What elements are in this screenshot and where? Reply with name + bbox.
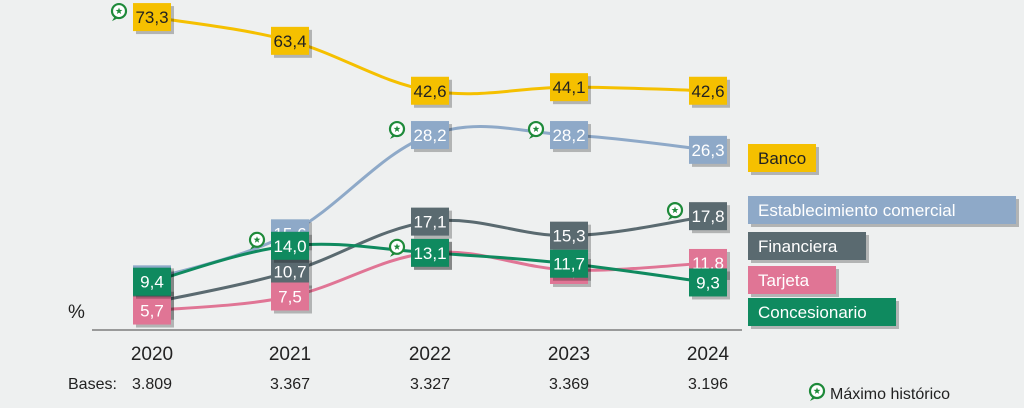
svg-text:11,7: 11,7 xyxy=(553,255,585,274)
max-historic-icon xyxy=(388,238,406,257)
max-historic-icon xyxy=(110,2,128,22)
svg-text:28,2: 28,2 xyxy=(552,126,585,145)
base-value: 3.327 xyxy=(410,376,450,393)
max-historic-icon xyxy=(248,231,266,250)
point-label-establecimiento-comercial-2022: 28,2 xyxy=(388,120,452,153)
point-label-concesionario-2023: 11,7 xyxy=(550,249,591,281)
svg-text:17,8: 17,8 xyxy=(691,207,724,226)
svg-text:Financiera: Financiera xyxy=(758,237,838,256)
x-tick-2023: 2023 xyxy=(548,344,590,365)
legend: Banco Establecimiento comercial Financiera… xyxy=(748,144,1019,329)
point-label-banco-2021: 63,4 xyxy=(271,26,312,58)
svg-text:44,1: 44,1 xyxy=(552,78,585,97)
svg-text:73,3: 73,3 xyxy=(135,8,168,27)
max-historic-icon-glyph xyxy=(808,382,826,401)
base-value: 3.809 xyxy=(132,376,172,393)
legend-item-tarjeta: Tarjeta xyxy=(748,266,839,297)
svg-text:28,2: 28,2 xyxy=(413,126,446,145)
point-label-concesionario-2021: 14,0 xyxy=(248,231,312,263)
point-label-financiera-2022: 17,1 xyxy=(411,207,452,239)
bases-values: 3.809 3.367 3.327 3.369 3.196 xyxy=(132,376,728,393)
max-historic-icon xyxy=(388,120,406,140)
legend-item-banco: Banco xyxy=(748,144,819,175)
max-legend-text: Máximo histórico xyxy=(830,386,950,403)
point-label-tarjeta-2020: 5,7 xyxy=(133,296,174,328)
point-label-concesionario-2022: 13,1 xyxy=(411,238,452,270)
max-historic-icon xyxy=(666,202,684,221)
svg-text:11,8: 11,8 xyxy=(692,254,724,273)
legend-item-establecimiento-comercial: Establecimiento comercial xyxy=(748,196,1019,227)
point-label-financiera-2023: 15,3 xyxy=(550,221,591,253)
svg-text:17,1: 17,1 xyxy=(413,213,446,232)
svg-text:10,7: 10,7 xyxy=(273,263,306,282)
point-label-banco-2023: 44,1 xyxy=(550,73,591,105)
legend-item-concesionario: Concesionario xyxy=(748,298,899,329)
svg-text:9,3: 9,3 xyxy=(696,273,720,292)
x-tick-2024: 2024 xyxy=(687,344,730,365)
point-label-concesionario-2024: 9,3 xyxy=(689,268,730,300)
svg-text:7,5: 7,5 xyxy=(278,288,302,307)
base-value: 3.196 xyxy=(688,376,728,393)
svg-text:Concesionario: Concesionario xyxy=(758,303,867,322)
point-label-financiera-2024: 17,8 xyxy=(666,202,730,234)
svg-text:Banco: Banco xyxy=(758,149,806,168)
bases-label: Bases: xyxy=(68,376,117,393)
svg-text:Tarjeta: Tarjeta xyxy=(758,271,810,290)
base-value: 3.369 xyxy=(549,376,589,393)
x-tick-2020: 2020 xyxy=(131,344,173,365)
x-axis-ticks: 2020 2021 2022 2023 2024 xyxy=(131,344,730,365)
svg-text:26,3: 26,3 xyxy=(691,141,724,160)
svg-text:5,7: 5,7 xyxy=(140,302,164,321)
point-label-tarjeta-2021: 7,5 xyxy=(271,282,312,314)
point-label-banco-2024: 42,6 xyxy=(689,76,730,108)
point-label-banco-2022: 42,6 xyxy=(411,76,452,108)
point-label-establecimiento-comercial-2024: 26,3 xyxy=(689,135,730,167)
max-historic-icon xyxy=(527,120,545,140)
point-label-concesionario-2020: 9,4 xyxy=(133,267,174,299)
svg-text:63,4: 63,4 xyxy=(273,32,306,51)
svg-text:42,6: 42,6 xyxy=(413,82,446,101)
base-value: 3.367 xyxy=(270,376,310,393)
svg-text:Establecimiento comercial: Establecimiento comercial xyxy=(758,201,955,220)
svg-text:9,4: 9,4 xyxy=(140,273,164,292)
point-label-banco-2020: 73,3 xyxy=(110,2,174,35)
legend-item-financiera: Financiera xyxy=(748,232,869,263)
svg-text:14,0: 14,0 xyxy=(273,237,306,256)
max-historic-icon xyxy=(808,382,826,401)
svg-text:15,3: 15,3 xyxy=(552,227,585,246)
svg-text:13,1: 13,1 xyxy=(413,244,446,263)
unit-label: % xyxy=(68,302,85,323)
x-tick-2022: 2022 xyxy=(409,344,451,365)
point-label-establecimiento-comercial-2023: 28,2 xyxy=(527,120,591,153)
data-labels: 73,363,442,644,142,69,715,628,228,226,36… xyxy=(110,2,730,328)
x-tick-2021: 2021 xyxy=(269,344,311,365)
max-legend: Máximo histórico xyxy=(808,382,950,403)
svg-text:42,6: 42,6 xyxy=(691,82,724,101)
